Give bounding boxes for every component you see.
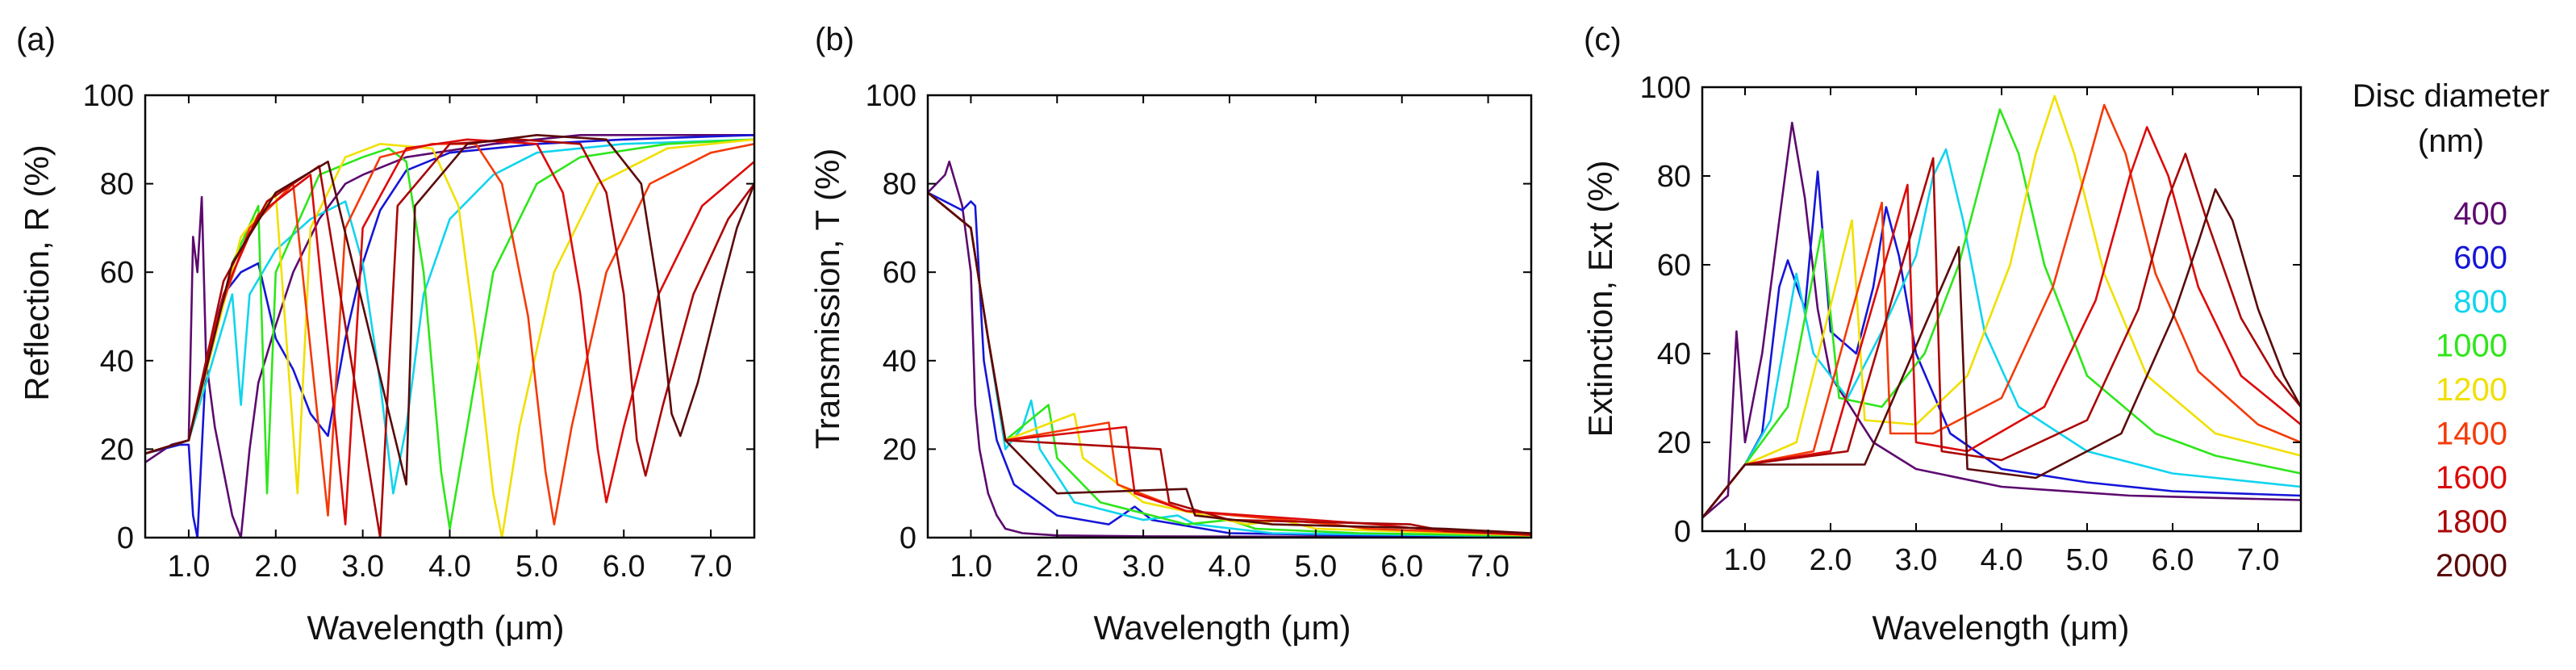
plot-frame [1701,86,2303,533]
series-line-1400 [928,191,1531,536]
series-group [145,134,754,538]
y-tick-label: 60 [1657,249,1691,283]
x-tick-label: 7.0 [1467,550,1509,584]
series-line-1200 [1702,94,2301,519]
legend-entry-400: 400 [2453,196,2507,232]
plot-content: 1.0 2.0 3.0 4.0 5.0 6.0 7.0 0 20 40 60 80 100 [83,79,754,584]
series-line-1200 [145,138,754,538]
y-tick-label: 20 [100,433,134,467]
legend-entry-1000: 1000 [2436,329,2507,364]
x-tick-label: 3.0 [1895,543,1938,577]
panel-label: (b) [815,22,854,57]
plot-frame [926,94,1533,539]
series-line-1800 [1702,153,2301,519]
series-line-1200 [928,191,1531,537]
x-tick-label: 2.0 [1810,543,1852,577]
x-tick-label: 1.0 [168,550,211,584]
y-tick-label: 40 [1657,337,1691,371]
y-tick-label: 40 [100,345,134,379]
y-tick-label: 100 [83,79,134,113]
y-axis-label: Transmission, T (%) [808,149,846,450]
x-tick-label: 6.0 [2152,543,2194,577]
legend-entry-1600: 1600 [2436,460,2507,496]
series-line-600 [928,191,1531,538]
y-tick-label: 40 [883,345,916,379]
panel-b: (b) Transmission, T (%) Wavelength (μm) … [808,22,1533,647]
series-group [928,160,1531,538]
x-tick-label: 3.0 [341,550,384,584]
series-line-800 [145,138,754,495]
series-line-1000 [928,191,1531,538]
legend-entry-1200: 1200 [2436,372,2507,408]
plot-content: 1.0 2.0 3.0 4.0 5.0 6.0 7.0 0 20 40 60 80 100 [1640,71,2301,577]
x-tick-label: 1.0 [950,550,992,584]
panel-label: (a) [16,22,56,57]
series-group [1702,94,2301,519]
legend-title-units: (nm) [2418,124,2484,159]
series-line-1400 [145,143,754,526]
x-tick-label: 3.0 [1122,550,1165,584]
x-tick-label: 2.0 [254,550,297,584]
legend: Disc diameter (nm) 400 600 800 1000 1200 1400… [2353,78,2550,584]
series-line-2000 [145,134,754,486]
y-tick-label: 80 [883,168,916,202]
series-line-400 [928,160,1531,538]
y-axis-label: Reflection, R (%) [18,144,56,400]
y-tick-label: 80 [1657,160,1691,194]
series-line-600 [145,134,754,538]
x-tick-label: 4.0 [428,550,471,584]
legend-items: 400 600 800 1000 1200 1400 1600 1800 2000 [2436,196,2507,584]
legend-entry-1400: 1400 [2436,417,2507,452]
y-tick-label: 60 [883,256,916,290]
series-line-800 [928,191,1531,538]
x-tick-label: 5.0 [516,550,558,584]
panel-c: (c) Extinction, Ext (%) Wavelength (μm) … [1581,22,2303,647]
x-tick-label: 4.0 [1209,550,1251,584]
legend-entry-1800: 1800 [2436,505,2507,540]
series-line-400 [1702,121,2301,519]
x-axis-label: Wavelength (μm) [307,609,564,647]
series-line-1000 [1702,108,2301,519]
legend-entry-800: 800 [2453,284,2507,320]
x-tick-label: 7.0 [2237,543,2280,577]
x-tick-label: 2.0 [1036,550,1079,584]
series-line-2000 [1702,188,2301,519]
x-tick-label: 4.0 [1981,543,2023,577]
y-tick-label: 0 [900,521,916,555]
y-tick-label: 60 [100,256,134,290]
x-tick-label: 1.0 [1724,543,1767,577]
x-tick-label: 6.0 [1380,550,1423,584]
series-line-1400 [1702,103,2301,519]
legend-title: Disc diameter [2353,78,2550,114]
plot-frame [144,94,756,539]
y-tick-label: 100 [866,79,916,113]
series-line-600 [1702,170,2301,519]
y-tick-label: 100 [1640,71,1691,105]
plot-content: 1.0 2.0 3.0 4.0 5.0 6.0 7.0 0 20 40 60 80 100 [866,79,1531,584]
series-line-1600 [1702,126,2301,519]
series-line-2000 [928,191,1531,534]
y-tick-label: 20 [1657,426,1691,460]
series-line-1600 [928,191,1531,536]
series-line-1800 [928,191,1531,535]
y-tick-label: 0 [117,521,134,555]
x-tick-label: 5.0 [1294,550,1337,584]
x-tick-label: 5.0 [2066,543,2109,577]
y-tick-label: 0 [1674,515,1691,549]
panel-a: (a) Reflection, R (%) Wavelength (μm) 1.… [16,22,756,647]
x-tick-label: 7.0 [690,550,733,584]
panel-label: (c) [1584,22,1622,57]
legend-entry-2000: 2000 [2436,548,2507,584]
series-line-800 [1702,148,2301,519]
x-tick-label: 6.0 [603,550,645,584]
y-tick-label: 80 [100,168,134,202]
legend-entry-600: 600 [2453,241,2507,276]
y-axis-label: Extinction, Ext (%) [1581,160,1619,437]
y-tick-label: 20 [883,433,916,467]
x-axis-label: Wavelength (μm) [1093,609,1351,647]
x-axis-label: Wavelength (μm) [1872,609,2129,647]
